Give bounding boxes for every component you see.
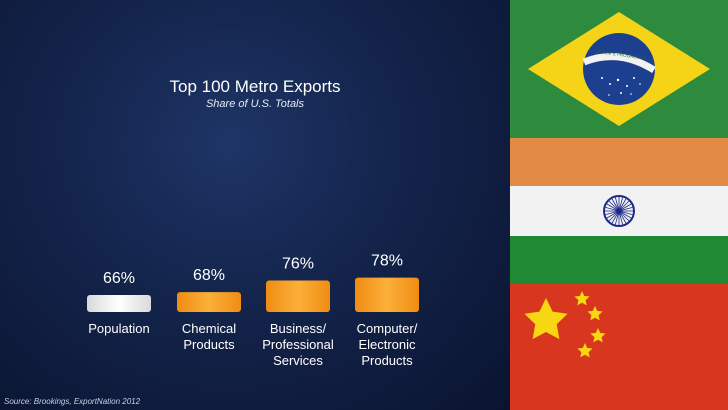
bar-3	[355, 277, 419, 312]
ashoka-chakra-icon	[603, 195, 635, 227]
china-small-star-icon	[590, 328, 606, 343]
bar-2	[266, 280, 330, 312]
india-flag	[510, 138, 728, 284]
slide: Top 100 Metro Exports Share of U.S. Tota…	[0, 0, 510, 410]
china-small-star-icon	[587, 306, 603, 321]
brazil-stars	[601, 77, 641, 96]
india-saffron-band	[510, 138, 728, 186]
bar-0	[87, 294, 151, 312]
category-label-0: Population	[88, 321, 150, 336]
category-label-2: Business/Professional Services	[262, 321, 334, 368]
chart-title: Top 100 Metro Exports	[169, 77, 341, 96]
brazil-flag: ORDEM E PROGRESSO	[510, 0, 728, 138]
data-label-2: 76%	[282, 256, 314, 273]
china-small-star-icon	[574, 291, 590, 306]
china-large-star-icon	[524, 298, 568, 340]
china-flag	[510, 284, 728, 410]
bar-chart: 66% 68% 76% 78%	[87, 253, 419, 312]
data-label-0: 66%	[103, 270, 135, 287]
bar-1	[177, 292, 241, 312]
china-field	[510, 284, 728, 410]
india-green-band	[510, 236, 728, 284]
source-note: Source: Brookings, ExportNation 2012	[4, 397, 141, 406]
china-small-star-icon	[577, 343, 593, 358]
data-label-3: 78%	[371, 253, 403, 270]
category-label-3: Computer/Electronic Products	[356, 321, 418, 368]
chart-subtitle: Share of U.S. Totals	[205, 98, 305, 110]
data-label-1: 68%	[193, 267, 225, 284]
brazil-band	[582, 53, 656, 73]
category-label-1: Chemical Products	[181, 321, 237, 352]
brazil-globe	[583, 33, 655, 105]
